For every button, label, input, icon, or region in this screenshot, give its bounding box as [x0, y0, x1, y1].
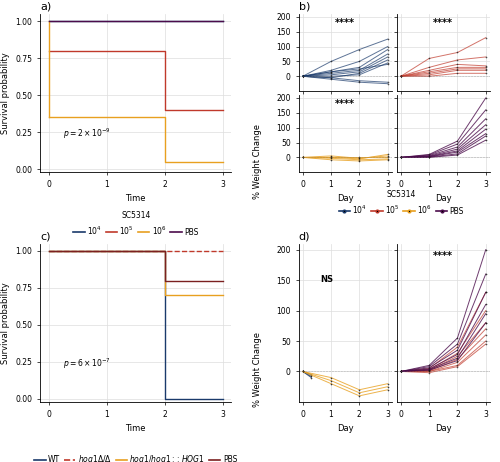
Text: c): c) — [40, 231, 50, 241]
Y-axis label: Survival probability: Survival probability — [1, 282, 10, 364]
Y-axis label: Survival probability: Survival probability — [1, 52, 10, 134]
X-axis label: Time: Time — [126, 195, 146, 203]
X-axis label: Day: Day — [435, 424, 452, 433]
Text: $p = 6\times10^{-7}$: $p = 6\times10^{-7}$ — [63, 357, 110, 371]
Legend: $10^4$, $10^5$, $10^6$, PBS: $10^4$, $10^5$, $10^6$, PBS — [336, 187, 467, 219]
Legend: WT, $hog1\Delta/\Delta$, $hog1/hog1::HOG1$, PBS: WT, $hog1\Delta/\Delta$, $hog1/hog1::HOG… — [32, 450, 240, 462]
Text: NS: NS — [320, 275, 333, 284]
Text: d): d) — [298, 231, 310, 241]
Text: ****: **** — [434, 251, 454, 261]
Text: % Weight Change: % Weight Change — [253, 332, 262, 407]
Text: ****: **** — [434, 18, 454, 28]
Text: % Weight Change: % Weight Change — [253, 124, 262, 199]
X-axis label: Day: Day — [337, 424, 353, 433]
Text: $p = 2\times10^{-9}$: $p = 2\times10^{-9}$ — [63, 127, 110, 141]
Text: ****: **** — [335, 99, 355, 109]
Text: b): b) — [298, 2, 310, 12]
Text: a): a) — [40, 2, 52, 12]
X-axis label: Time: Time — [126, 424, 146, 433]
Legend: $10^4$, $10^5$, $10^6$, PBS: $10^4$, $10^5$, $10^6$, PBS — [70, 208, 202, 240]
X-axis label: Day: Day — [435, 195, 452, 203]
Text: ****: **** — [335, 18, 355, 28]
X-axis label: Day: Day — [337, 195, 353, 203]
